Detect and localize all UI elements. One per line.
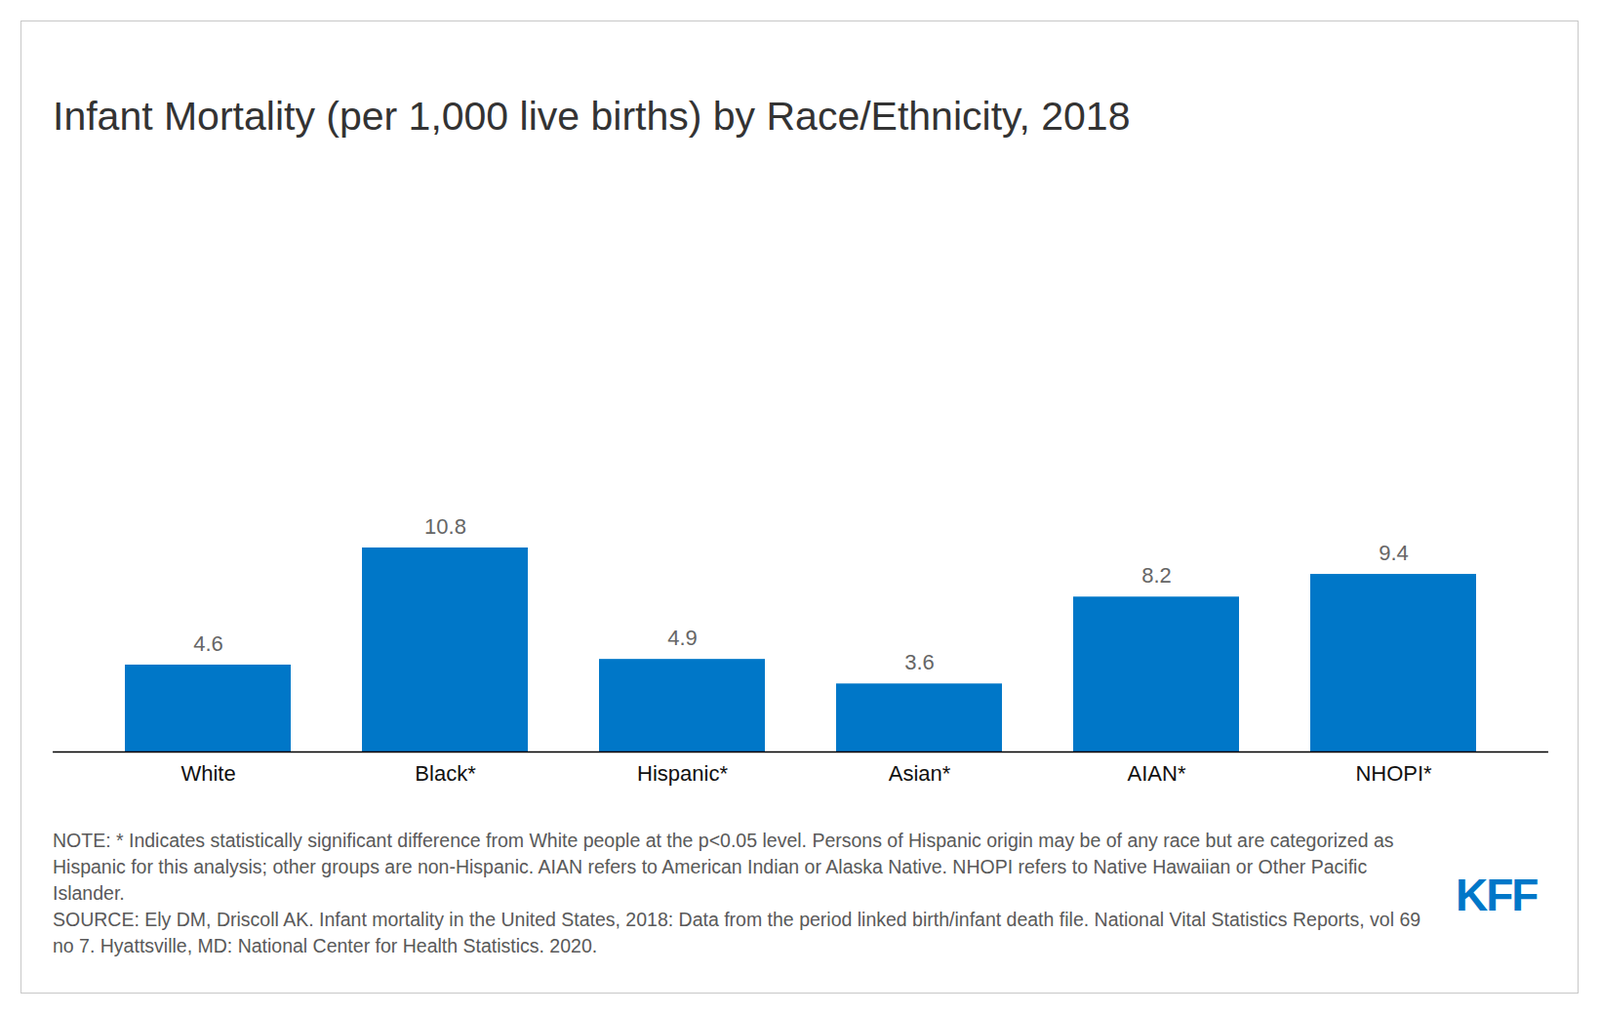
svg-text:NHOPI*: NHOPI*: [1355, 760, 1433, 786]
svg-text:3.6: 3.6: [904, 649, 935, 675]
svg-text:10.8: 10.8: [424, 514, 467, 539]
html-text:NOTE: * Indicates statisticall: NOTE: * Indicates statistically signific…: [52, 829, 1394, 904]
svg-text:4.9: 4.9: [667, 625, 698, 650]
html-text:SOURCE: Ely DM, Driscoll AK. I: SOURCE: Ely DM, Driscoll AK. Infant mort…: [52, 908, 1421, 957]
svg-text:Asian*: Asian*: [888, 760, 952, 786]
svg-text:Black*: Black*: [414, 760, 477, 786]
html-text:Infant Mortality (per 1,000 li: Infant Mortality (per 1,000 live births)…: [52, 93, 1131, 139]
svg-text:8.2: 8.2: [1141, 562, 1172, 588]
svg-text:White: White: [180, 760, 236, 786]
svg-text:AIAN*: AIAN*: [1127, 760, 1187, 786]
svg-text:Hispanic*: Hispanic*: [637, 760, 728, 786]
html-text:KFF: KFF: [1455, 869, 1537, 920]
svg-text:9.4: 9.4: [1378, 540, 1409, 565]
svg-text:4.6: 4.6: [193, 631, 224, 656]
